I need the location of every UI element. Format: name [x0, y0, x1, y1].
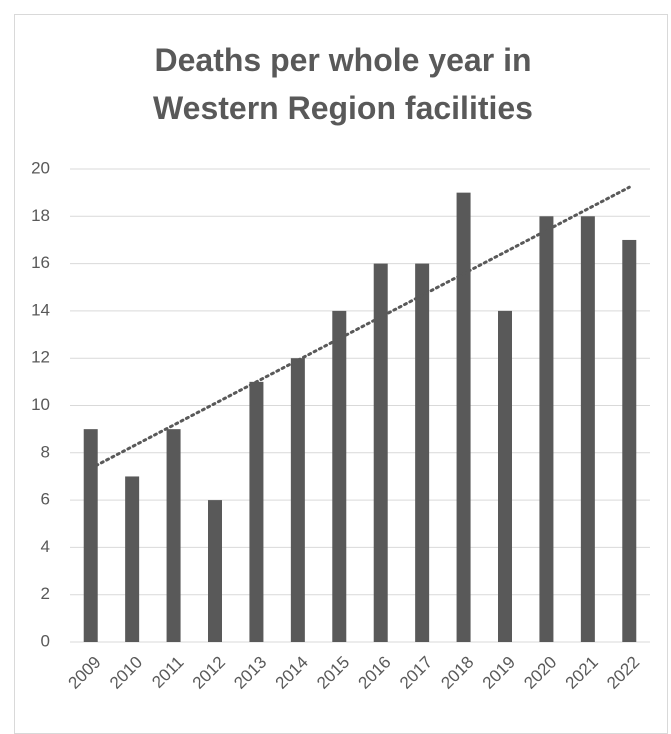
x-tick-label: 2018 [437, 653, 477, 693]
x-tick-label: 2016 [355, 653, 395, 693]
bar [83, 429, 98, 642]
y-tick-label: 20 [31, 158, 50, 177]
x-tick-label: 2014 [272, 653, 312, 693]
chart-title: Deaths per whole year in Western Region … [153, 42, 533, 126]
y-tick-label: 0 [41, 631, 50, 650]
x-tick-label: 2017 [396, 653, 436, 693]
bar [373, 263, 388, 642]
y-tick-label: 12 [31, 348, 50, 367]
x-tick-label: 2009 [65, 653, 105, 693]
bar [456, 192, 471, 642]
bar [290, 358, 305, 642]
trendline [89, 185, 631, 470]
y-tick-label: 14 [31, 300, 50, 319]
bar [498, 310, 512, 642]
bar [332, 310, 347, 642]
y-tick-label: 4 [41, 537, 50, 556]
bar [580, 216, 595, 643]
y-tick-label: 8 [41, 442, 50, 461]
bar [415, 263, 430, 642]
bar [249, 381, 264, 642]
y-tick-label: 2 [41, 584, 50, 603]
x-tick-label: 2020 [520, 653, 560, 693]
x-tick-label: 2010 [106, 653, 146, 693]
bar [208, 500, 222, 642]
bar [166, 429, 181, 642]
y-tick-label: 16 [31, 253, 50, 272]
x-tick-label: 2012 [189, 653, 229, 693]
x-tick-label: 2015 [313, 653, 353, 693]
x-tick-label: 2013 [230, 653, 270, 693]
x-tick-label: 2011 [148, 653, 187, 692]
bar [539, 216, 554, 643]
x-tick-label: 2019 [479, 653, 519, 693]
y-tick-label: 18 [31, 206, 50, 225]
bar [125, 476, 140, 642]
bar [622, 239, 637, 642]
y-tick-label: 10 [31, 395, 50, 414]
x-tick-label: 2022 [603, 653, 643, 693]
x-tick-label: 2021 [562, 653, 602, 693]
y-tick-label: 6 [41, 490, 50, 509]
